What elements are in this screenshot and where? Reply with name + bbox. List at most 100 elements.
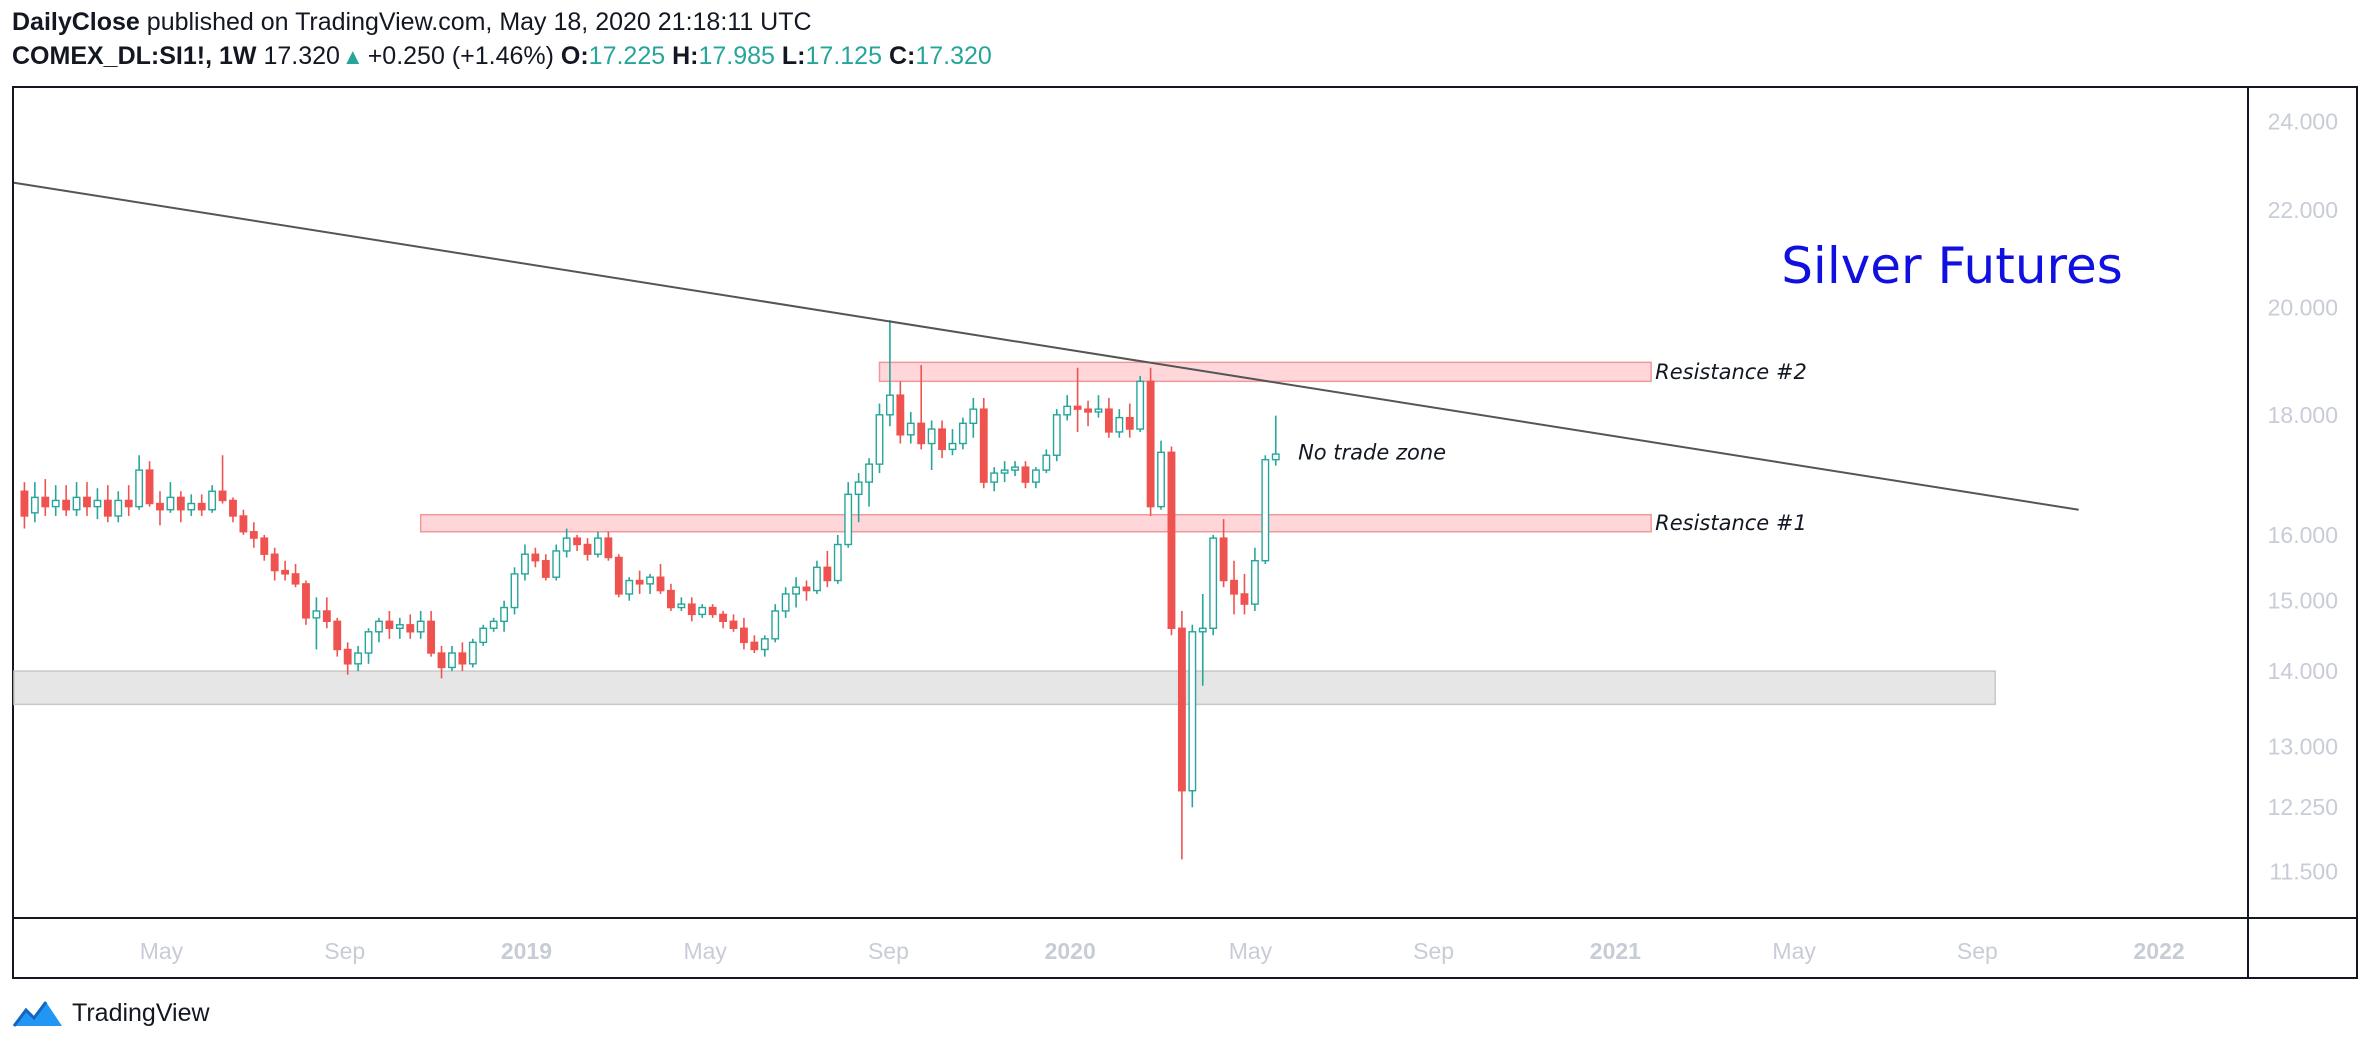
candle-down (1146, 380, 1155, 508)
candle-up (1011, 466, 1019, 471)
candle-up (1042, 454, 1051, 471)
candle-down (103, 499, 112, 517)
price-axis[interactable]: 24.000 22.000 20.000 18.000 16.000 15.000 14.0… (2268, 108, 2338, 884)
candle-down (531, 553, 540, 562)
candle-down (583, 543, 592, 555)
last-price: 17.320 (263, 42, 340, 70)
candle-down (437, 652, 446, 669)
x-tick-label: 2020 (1045, 938, 1096, 964)
candle-down (260, 537, 269, 555)
candle-up (1188, 631, 1197, 792)
chart-title: Silver Futures (1781, 237, 2123, 295)
x-tick-label: Sep (868, 938, 909, 964)
candle-up (375, 620, 383, 633)
candle-up (646, 576, 655, 585)
candle-down (604, 537, 613, 559)
candle-down (385, 620, 394, 629)
candle-up (395, 624, 404, 629)
candle-down (62, 499, 71, 511)
candle-up (521, 553, 529, 575)
price-change: +0.250 (+1.46%) (367, 42, 554, 70)
candle-up (1094, 408, 1103, 413)
candle-up (489, 620, 498, 629)
y-tick-label: 15.000 (2268, 588, 2338, 614)
candle-up (760, 638, 769, 651)
candle-up (594, 537, 602, 555)
time-axis[interactable]: May Sep 2019 May Sep 2020 May Sep 2021 May Sep 2022 (140, 938, 2185, 964)
x-tick-label: May (1229, 938, 1273, 964)
candle-up (135, 469, 144, 508)
candle-up (1063, 405, 1072, 416)
candle-down (573, 537, 582, 546)
candle-up (854, 481, 863, 496)
candle-down (302, 583, 310, 619)
candle-down (1167, 451, 1176, 629)
candle-down (823, 566, 832, 582)
zone-label: Resistance #1 (1655, 511, 1807, 535)
y-tick-label: 24.000 (2268, 108, 2338, 134)
x-tick-label: 2022 (2134, 938, 2185, 964)
close-label: C: (888, 42, 916, 70)
candle-up (844, 493, 853, 546)
candle-down (20, 490, 29, 517)
y-tick-label: 16.000 (2268, 522, 2338, 548)
candle-up (364, 631, 373, 654)
candle-down (740, 627, 748, 644)
candle-down (83, 496, 91, 508)
candle-down (156, 502, 164, 511)
candle-down (1084, 408, 1092, 413)
candle-down (938, 428, 946, 451)
published-text: published on TradingView.com, May 18, 20… (139, 8, 812, 36)
candle-up (416, 620, 425, 633)
y-tick-label: 13.000 (2268, 734, 2338, 760)
x-tick-label: Sep (324, 938, 365, 964)
candle-up (1250, 560, 1259, 605)
candle-up (865, 463, 873, 483)
candle-down (1177, 627, 1186, 792)
candle-up (114, 499, 123, 517)
candle-down (406, 624, 415, 633)
candle-up (698, 606, 707, 616)
y-tick-label: 14.000 (2268, 658, 2338, 684)
candle-up (208, 490, 217, 511)
candle-down (124, 499, 133, 508)
candle-down (229, 499, 237, 517)
candle-up (312, 610, 321, 619)
candle-down (541, 560, 550, 578)
candle-down (1125, 416, 1134, 430)
high-value: 17.985 (698, 42, 775, 70)
candle-up (187, 502, 196, 511)
candle-up (500, 606, 509, 623)
candle-down (1021, 466, 1030, 483)
candle-down (1219, 537, 1228, 582)
candle-up (93, 499, 102, 508)
candle-down (708, 606, 717, 616)
footer-brand[interactable]: TradingView (12, 996, 210, 1030)
candle-up (166, 496, 175, 511)
candle-down (176, 496, 185, 511)
candle-up (448, 652, 456, 669)
resistance-zone (878, 361, 1652, 383)
low-value: 17.125 (805, 42, 882, 70)
y-tick-label: 11.500 (2269, 859, 2338, 885)
candle-up (875, 414, 884, 465)
candle-down (750, 641, 759, 651)
candle-down (687, 603, 696, 616)
candle-down (458, 652, 467, 665)
x-tick-label: 2019 (501, 938, 552, 964)
y-tick-label: 20.000 (2268, 294, 2338, 320)
candle-up (1271, 453, 1280, 461)
zone-label: Resistance #2 (1655, 360, 1807, 384)
candle-up (1209, 537, 1218, 629)
candle-down (1230, 579, 1238, 595)
candle-up (677, 603, 686, 609)
candle-down (239, 515, 248, 533)
candle-down (729, 620, 738, 629)
y-tick-label: 12.250 (2268, 794, 2338, 820)
open-label: O: (560, 42, 589, 70)
trendline (13, 181, 2079, 511)
labels-layer: Resistance #2 Resistance #1 No trade zone (1298, 360, 1807, 535)
symbol-info: COMEX_DL:SI1!, 1W 17.320▲ +0.250 (+1.46%)… (12, 42, 992, 71)
tradingview-logo-icon (12, 1001, 62, 1027)
